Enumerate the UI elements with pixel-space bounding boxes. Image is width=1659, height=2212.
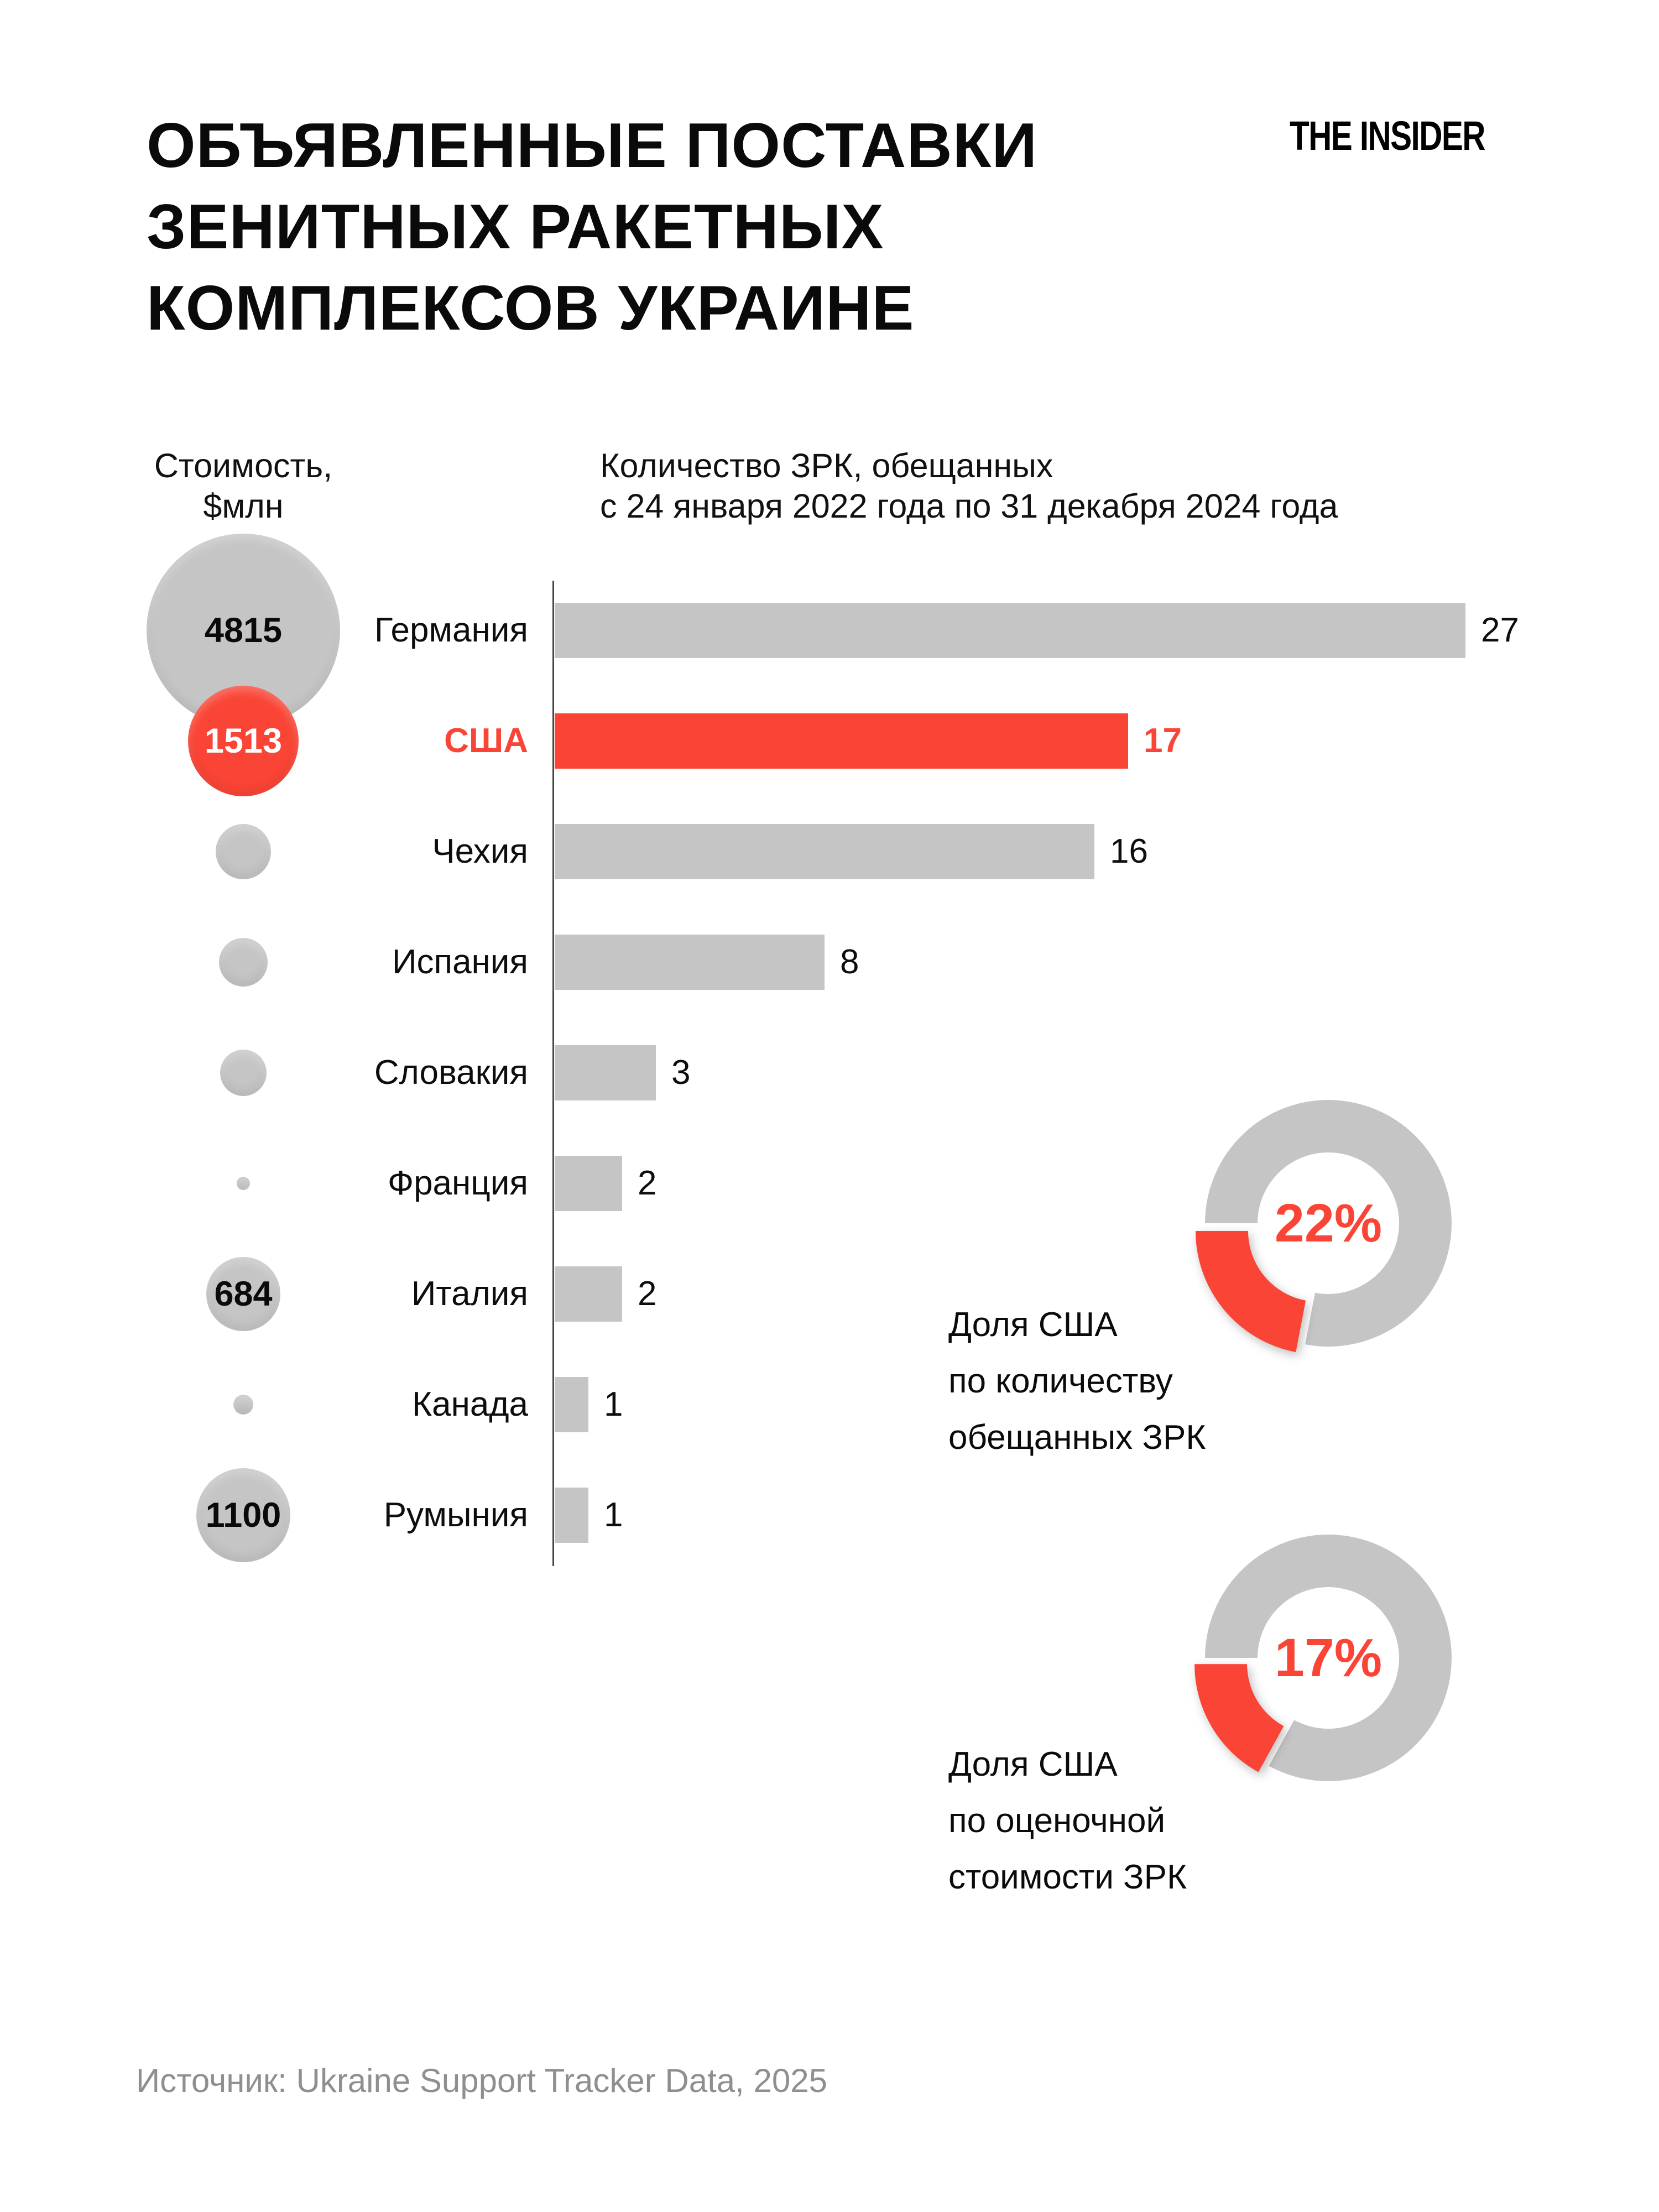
cost-column-header: Стоимость, $млн [105,446,382,526]
donut-caption-line: Доля США [948,1306,1118,1344]
cost-bubble [237,1177,250,1190]
cost-bubble [220,1050,267,1096]
donut-caption-line: Доля США [948,1745,1118,1783]
bar-header-line-1: Количество ЗРК, обещанных [600,447,1053,484]
country-label: Италия [411,1275,528,1313]
cost-bubble: 684 [206,1257,280,1331]
bar-value: 17 [1144,722,1182,760]
country-label: Германия [374,611,528,649]
country-label: Франция [387,1164,528,1202]
bar-value: 2 [638,1275,657,1313]
title-line-1: ОБЪЯВЛЕННЫЕ ПОСТАВКИ [147,111,1038,181]
donut-percent-label: 17% [1274,1627,1383,1688]
bar-chart-header: Количество ЗРК, обещанных с 24 января 20… [600,446,1338,526]
donut-caption-line: по количеству [948,1362,1173,1400]
donut-usa-share-segment [1196,1231,1306,1353]
bar-value: 16 [1110,832,1148,870]
bar-value: 1 [604,1496,623,1534]
bar-header-line-2: с 24 января 2022 года по 31 декабря 2024… [600,487,1338,525]
bar [555,1488,588,1543]
cost-header-line-1: Стоимость, [154,447,333,484]
cost-bubble: 1100 [196,1468,290,1562]
donut-chart-cost-share [1194,1534,1452,1781]
cost-bubble-value: 684 [214,1275,273,1313]
cost-header-line-2: $млн [203,487,284,525]
country-label: Словакия [374,1053,528,1092]
country-label: Румыния [383,1496,528,1534]
donut-caption-line: по оценочной [948,1802,1166,1840]
donut-remainder-segment [1205,1100,1452,1347]
bar-value: 3 [671,1053,691,1092]
donut-percent-label: 22% [1274,1193,1383,1253]
donut-remainder-segment [1205,1534,1452,1781]
cost-bubble: 1513 [188,686,299,796]
axis-line [552,581,554,1566]
title-line-2: ЗЕНИТНЫХ РАКЕТНЫХ [147,192,884,262]
cost-bubble-value: 1513 [204,722,283,760]
country-label: Чехия [432,832,528,870]
cost-bubble [233,1395,253,1415]
bar [555,824,1094,879]
bar [555,1045,656,1100]
bar-value: 8 [840,943,859,981]
bar [555,1266,622,1322]
bar-value: 2 [638,1164,657,1202]
cost-bubble-value: 1100 [205,1496,281,1535]
source-note: Источник: Ukraine Support Tracker Data, … [136,2062,827,2099]
donut-caption-line: стоимости ЗРК [948,1858,1187,1896]
bar [555,935,825,990]
page-title: ОБЪЯВЛЕННЫЕ ПОСТАВКИ ЗЕНИТНЫХ РАКЕТНЫХ К… [147,105,1037,349]
country-label: США [444,722,528,760]
donut-chart-promised-share [1196,1100,1452,1353]
country-label: Канада [412,1385,528,1423]
bar [555,603,1465,658]
cost-bubble-value: 4815 [204,611,283,650]
brand-logo: THE INSIDER [1290,113,1485,159]
bar [555,713,1128,769]
donut-caption-line: обещанных ЗРК [948,1418,1206,1457]
bar-value: 1 [604,1385,623,1423]
cost-bubble [219,938,268,987]
cost-bubble [216,824,271,879]
donut-caption: Доля США по количеству обещанных ЗРК [948,1297,1206,1466]
donut-caption: Доля США по оценочной стоимости ЗРК [948,1736,1187,1906]
bar [555,1377,588,1432]
donut-usa-share-segment [1194,1664,1284,1772]
country-label: Испания [392,943,528,981]
bar-value: 27 [1481,611,1519,649]
title-line-3: КОМПЛЕКСОВ УКРАИНЕ [147,273,915,343]
bar [555,1156,622,1211]
